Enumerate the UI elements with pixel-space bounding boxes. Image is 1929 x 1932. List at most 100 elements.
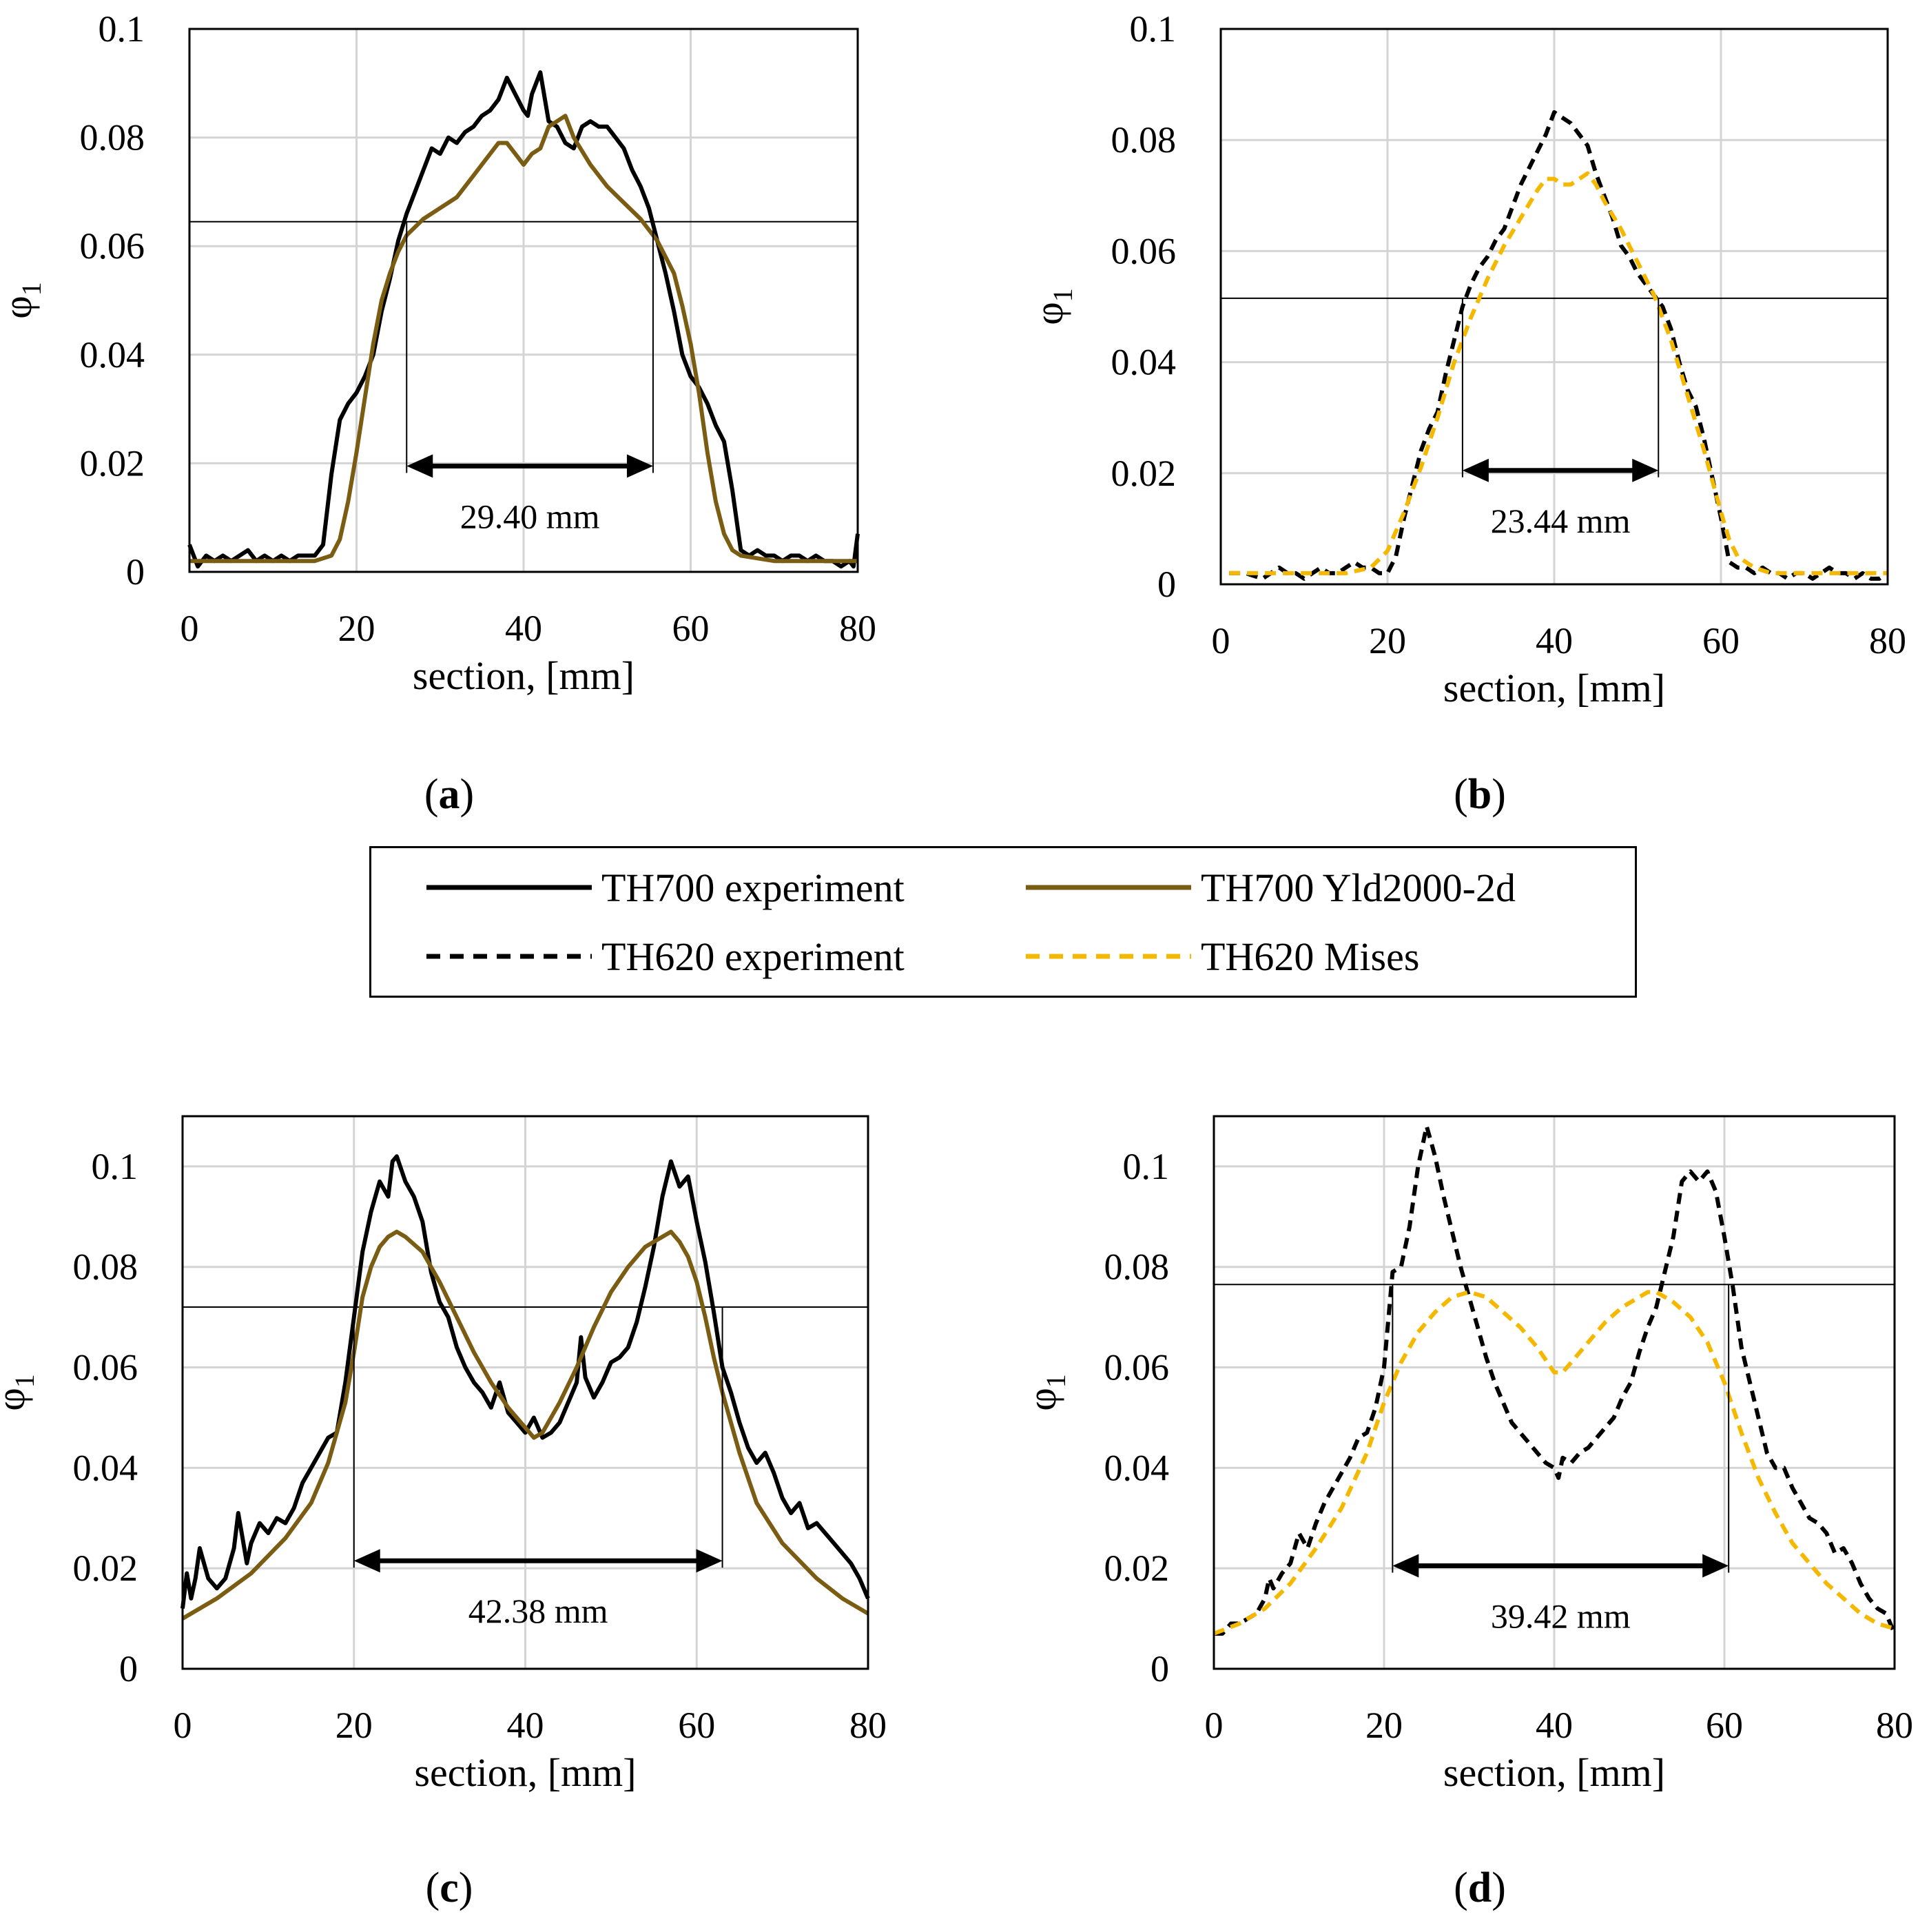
y-tick-label: 0.04 (73, 1447, 138, 1488)
x-axis-label: section, [mm] (413, 653, 635, 698)
series-line-th620-mises (1229, 171, 1888, 575)
chart-panel-c: 0 20 40 60 80 0 0.02 0.04 0.06 0.08 0.1 section, [m… (0, 1115, 887, 1795)
x-tick-label: 60 (672, 608, 710, 649)
y-tick-label: 0.08 (73, 1246, 138, 1288)
legend-label: TH700 experiment (601, 865, 905, 910)
y-tick-label: 0 (126, 551, 145, 593)
panel-label-a: (a) (424, 771, 475, 818)
x-tick-label: 60 (1706, 1705, 1743, 1746)
legend: TH700 experiment TH700 Yld2000-2d TH620 … (369, 846, 1637, 998)
x-tick-label: 20 (1365, 1705, 1403, 1746)
y-tick-label: 0.02 (1104, 1548, 1170, 1589)
span-arrowhead-left (353, 1549, 380, 1573)
y-tick-label: 0.08 (1104, 1246, 1170, 1288)
x-axis-label: section, [mm] (1443, 666, 1665, 710)
y-axis-symbol: φ (1027, 302, 1071, 325)
span-arrowhead-right (626, 454, 653, 478)
legend-swatch-solid-black (426, 885, 592, 890)
x-axis-label: section, [mm] (414, 1750, 636, 1795)
span-arrowhead-right (1702, 1554, 1729, 1578)
x-tick-label: 40 (507, 1705, 544, 1746)
span-arrowhead-right (696, 1549, 723, 1573)
y-axis-subscript: 1 (1040, 1374, 1071, 1388)
y-tick-label: 0.08 (80, 117, 145, 158)
x-tick-label: 80 (839, 608, 876, 649)
y-tick-label: 0.06 (1104, 1347, 1170, 1388)
chart-panel-a: 0 20 40 60 80 0 0.02 0.04 0.06 0.08 0.1 section, [m… (0, 8, 876, 698)
x-tick-label: 0 (1205, 1705, 1224, 1746)
y-tick-label: 0.08 (1111, 119, 1177, 161)
y-tick-label: 0.02 (80, 442, 145, 484)
y-axis-subscript: 1 (16, 282, 47, 296)
y-axis-symbol: φ (0, 296, 40, 318)
y-tick-label: 0.04 (80, 334, 145, 376)
legend-item-th620-mises: TH620 Mises (1026, 925, 1419, 987)
span-arrowhead-left (1462, 458, 1489, 482)
y-tick-label: 0.02 (1111, 453, 1177, 494)
legend-swatch-dashed-yellow (1026, 954, 1191, 959)
series-line-th700-yld2000-2d (189, 114, 858, 564)
span-label: 42.38 mm (468, 1592, 608, 1630)
y-tick-label: 0 (1157, 564, 1176, 605)
x-tick-label: 60 (1702, 620, 1740, 661)
panel-label-d: (d) (1454, 1864, 1506, 1911)
x-axis-label: section, [mm] (1443, 1750, 1665, 1795)
chart-panel-b: 0 20 40 60 80 0 0.02 0.04 0.06 0.08 0.1 section, [m… (1027, 8, 1906, 710)
series-line-th700-experiment (187, 70, 860, 569)
y-axis-label: φ1 (0, 1374, 40, 1410)
y-tick-label: 0.04 (1111, 342, 1177, 383)
x-tick-label: 40 (1536, 1705, 1573, 1746)
x-tick-label: 40 (505, 608, 542, 649)
x-tick-label: 80 (849, 1705, 887, 1746)
plot-frame (181, 1115, 869, 1670)
x-tick-label: 60 (678, 1705, 715, 1746)
legend-label: TH700 Yld2000-2d (1201, 865, 1516, 910)
plot-frame (188, 28, 859, 573)
legend-item-th620-experiment: TH620 experiment (426, 925, 905, 987)
x-tick-label: 0 (174, 1705, 192, 1746)
legend-swatch-dashed-black (426, 954, 592, 959)
y-tick-label: 0.04 (1104, 1447, 1170, 1488)
y-tick-label: 0 (119, 1648, 138, 1689)
series-line-th620-mises (1213, 1290, 1895, 1636)
x-tick-label: 0 (180, 608, 199, 649)
y-axis-label: φ1 (0, 282, 47, 318)
legend-label: TH620 Mises (1201, 934, 1420, 979)
plot-frame (1219, 28, 1889, 586)
y-tick-label: 0.1 (92, 1146, 138, 1187)
y-tick-label: 0 (1151, 1648, 1169, 1689)
legend-item-th700-yld2000: TH700 Yld2000-2d (1026, 856, 1516, 918)
panel-label-b: (b) (1454, 771, 1506, 818)
span-label: 29.40 mm (460, 497, 600, 535)
span-label: 39.42 mm (1491, 1597, 1631, 1636)
chart-panel-d: 0 20 40 60 80 0 0.02 0.04 0.06 0.08 0.1 section, [m… (1020, 1115, 1913, 1795)
y-tick-label: 0.02 (73, 1548, 138, 1589)
panel-label-c: (c) (425, 1864, 473, 1911)
y-axis-subscript: 1 (1047, 288, 1078, 302)
plot-frame (1213, 1115, 1896, 1670)
y-axis-subscript: 1 (9, 1374, 40, 1388)
y-tick-label: 0.06 (80, 225, 145, 267)
y-axis-label: φ1 (1027, 288, 1078, 325)
y-tick-label: 0.1 (1130, 8, 1177, 50)
y-axis-label: φ1 (1020, 1374, 1071, 1410)
x-tick-label: 20 (1369, 620, 1406, 661)
series-line-th620-experiment (1214, 1124, 1897, 1636)
x-tick-label: 80 (1876, 1705, 1913, 1746)
legend-label: TH620 experiment (601, 934, 905, 979)
span-arrowhead-right (1632, 458, 1659, 482)
x-tick-label: 40 (1536, 620, 1573, 661)
y-axis-symbol: φ (1020, 1388, 1064, 1410)
series-line-th700-experiment (180, 1154, 870, 1609)
y-tick-label: 0.1 (99, 8, 145, 50)
x-tick-label: 0 (1212, 620, 1230, 661)
x-tick-label: 80 (1869, 620, 1906, 661)
x-tick-label: 20 (338, 608, 375, 649)
legend-swatch-solid-brown (1026, 885, 1191, 890)
y-axis-symbol: φ (0, 1388, 33, 1410)
y-tick-label: 0.1 (1123, 1146, 1170, 1187)
y-tick-label: 0.06 (73, 1347, 138, 1388)
span-arrowhead-left (1392, 1554, 1419, 1578)
span-label: 23.44 mm (1491, 502, 1631, 540)
